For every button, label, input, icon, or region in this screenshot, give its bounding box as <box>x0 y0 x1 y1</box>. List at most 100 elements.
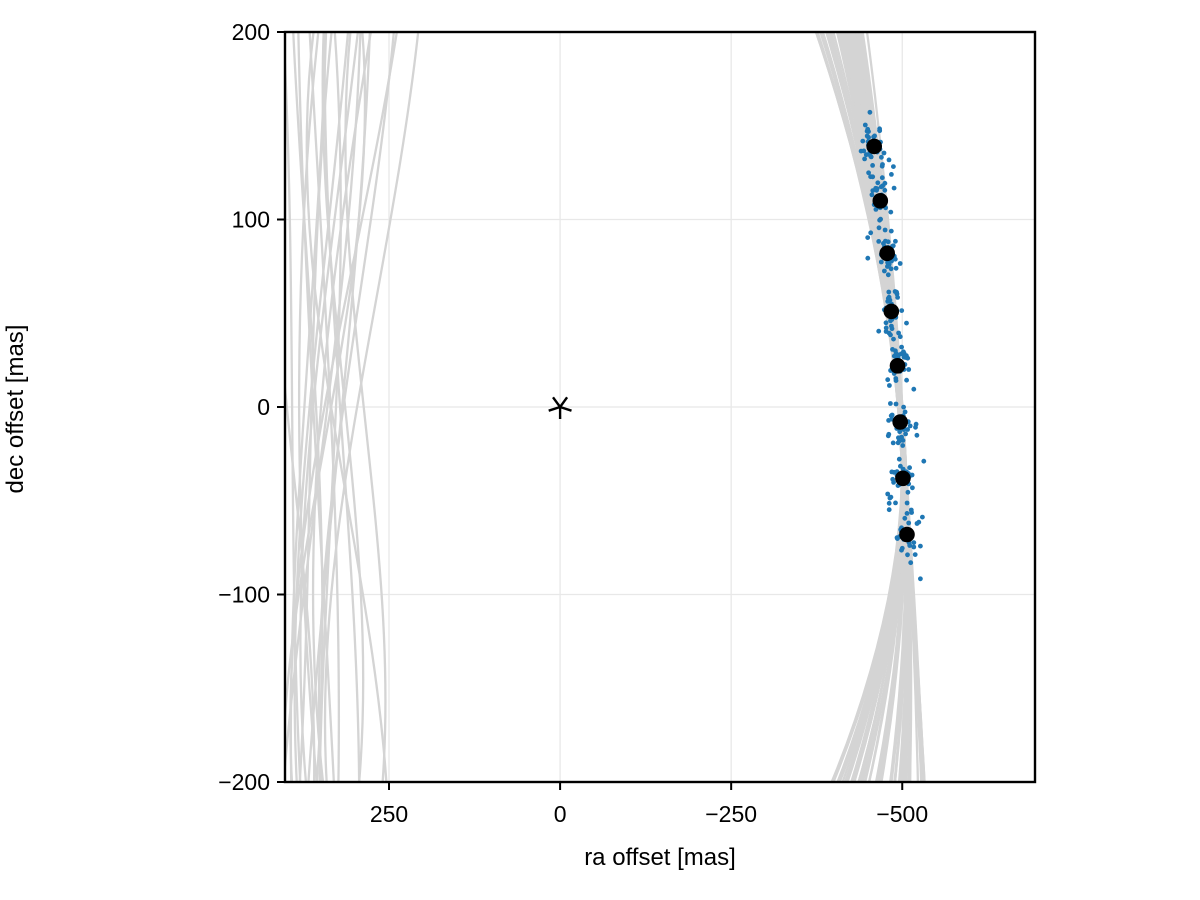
sample-point <box>894 289 899 295</box>
sample-point <box>921 458 927 464</box>
sample-point <box>897 261 903 266</box>
sample-point <box>913 421 919 427</box>
sample-point <box>862 156 867 162</box>
sample-point <box>865 255 871 261</box>
sample-point <box>886 507 892 513</box>
observed-epoch-point <box>872 193 889 209</box>
x-tick-label: 250 <box>370 801 408 827</box>
sample-point <box>872 133 877 139</box>
sample-point <box>868 230 874 236</box>
sample-point <box>899 308 905 313</box>
sample-point <box>888 401 893 406</box>
sample-point <box>891 185 897 191</box>
sample-point <box>875 180 881 186</box>
sample-point <box>901 404 906 410</box>
sample-point <box>885 491 891 497</box>
sample-point <box>878 216 883 222</box>
sample-point <box>918 543 923 549</box>
sample-point <box>870 163 875 168</box>
sample-point <box>880 183 886 189</box>
sample-point <box>879 175 885 181</box>
sample-point <box>885 377 891 383</box>
orbit-sample-path <box>285 376 316 782</box>
sample-point <box>912 552 918 557</box>
sample-point <box>895 295 900 300</box>
y-tick-label: 200 <box>232 19 270 45</box>
orbit-sample-path <box>293 32 350 782</box>
sample-point <box>890 440 896 446</box>
sample-point <box>893 401 899 407</box>
sample-point <box>886 431 892 437</box>
sample-point <box>869 192 875 198</box>
star-marker-icon <box>548 396 572 420</box>
sample-point <box>904 511 910 516</box>
sample-point <box>918 576 923 582</box>
sample-point <box>896 352 902 358</box>
sample-point <box>903 431 908 437</box>
sample-point <box>882 227 888 233</box>
sample-point <box>885 296 891 301</box>
sample-point <box>893 238 898 244</box>
sample-point <box>920 514 925 520</box>
sample-point <box>905 427 910 432</box>
sample-point <box>902 515 908 521</box>
sample-point <box>893 500 898 506</box>
sample-point <box>870 174 876 180</box>
sample-point <box>905 552 910 558</box>
y-tick-label: 100 <box>232 207 270 233</box>
sample-point <box>907 543 913 548</box>
observed-epoch-point <box>889 358 906 374</box>
sample-point <box>897 429 903 435</box>
sample-point <box>888 228 894 234</box>
sample-point <box>866 135 871 140</box>
sample-point <box>901 354 907 360</box>
observed-epoch-point <box>866 138 882 155</box>
sample-point <box>885 239 891 245</box>
sample-point <box>890 476 896 482</box>
sample-point <box>881 150 887 156</box>
sample-point <box>911 544 917 550</box>
star-marker-spoke <box>548 405 561 412</box>
sample-point <box>861 148 867 154</box>
sample-point <box>893 378 899 383</box>
y-tick-label: 0 <box>257 394 270 420</box>
sample-point <box>862 122 868 128</box>
grid-lines <box>285 31 1035 783</box>
sample-point <box>887 495 893 501</box>
sample-point <box>886 157 892 163</box>
sample-point <box>889 172 894 177</box>
y-axis-label: dec offset [mas] <box>2 324 29 494</box>
y-tick-label: −200 <box>218 769 270 795</box>
sample-point <box>904 320 909 326</box>
orbit-sample-path <box>318 32 342 782</box>
sample-point <box>883 325 889 331</box>
axis-ticks <box>277 31 904 790</box>
sample-point <box>878 259 884 265</box>
orbit-sample-path <box>298 32 333 782</box>
sample-point <box>906 520 912 526</box>
orbit-sample-path <box>285 40 302 782</box>
x-tick-label: −250 <box>705 801 757 827</box>
sample-point <box>905 489 911 495</box>
sample-point <box>876 239 882 244</box>
sample-point <box>868 153 873 159</box>
sample-point <box>873 185 879 191</box>
sample-point <box>865 235 871 241</box>
orbit-sample-path <box>297 32 320 782</box>
sample-point <box>863 152 869 158</box>
sample-point <box>904 500 910 506</box>
sample-point <box>876 225 882 231</box>
sample-point <box>893 265 899 271</box>
observed-epoch-point <box>879 245 895 262</box>
sample-point <box>909 472 915 478</box>
sample-point <box>902 409 908 415</box>
sample-point <box>886 500 892 506</box>
x-axis-label: ra offset [mas] <box>584 844 736 871</box>
observed-epoch-point <box>883 303 900 320</box>
sample-point <box>896 330 901 336</box>
star-marker-spoke <box>559 405 572 412</box>
sample-point <box>901 349 906 355</box>
sample-point <box>889 469 895 475</box>
